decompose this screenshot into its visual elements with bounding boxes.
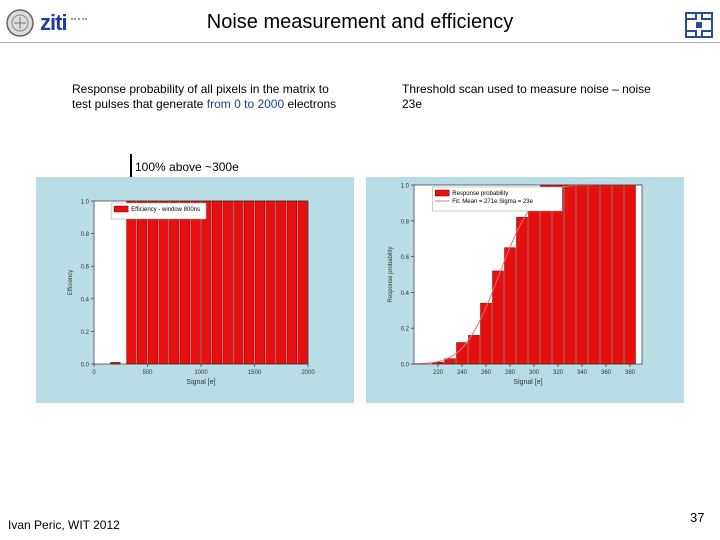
threshold-xtick-label-7: 360 xyxy=(601,370,612,376)
ziti-wordmark: ziti xyxy=(40,10,68,35)
efficiency-ytick-label-1: 0.2 xyxy=(81,330,90,336)
threshold-ytick-label-3: 0.6 xyxy=(401,255,410,261)
threshold-chart: 0.0 0.2 0.4 0.6 0.8 1.0 220 240 260 280 300 320 340 3… xyxy=(388,184,643,386)
threshold-bar-13 xyxy=(588,184,600,365)
threshold-ytick-label-5: 1.0 xyxy=(401,184,410,190)
left-caption-part3: electrons xyxy=(284,97,337,111)
threshold-ylabel: Response probability xyxy=(388,246,394,302)
efficiency-xtick-label-1: 500 xyxy=(142,370,153,376)
efficiency-bar-14 xyxy=(254,200,265,365)
efficiency-ytick-label-0: 0.0 xyxy=(81,363,90,369)
threshold-legend-label-0: Response probability xyxy=(452,191,508,197)
threshold-xtick-label-2: 260 xyxy=(481,370,492,376)
threshold-bar-15 xyxy=(612,184,624,365)
threshold-xtick-label-4: 300 xyxy=(529,370,540,376)
efficiency-legend-label-0: Efficiency - window 800ns xyxy=(131,207,200,213)
efficiency-ytick-label-3: 0.6 xyxy=(81,265,90,271)
efficiency-xtick-label-3: 1500 xyxy=(248,370,262,376)
efficiency-bar-17 xyxy=(286,200,298,365)
threshold-bar-4 xyxy=(480,302,492,365)
threshold-legend-label-1: Fit: Mean = 271e Sigma = 23e xyxy=(452,199,533,205)
left-caption-highlight: from 0 to 2000 xyxy=(206,97,285,111)
institute-logo xyxy=(684,10,714,40)
efficiency-plot-area xyxy=(94,201,308,364)
page-number: 37 xyxy=(690,510,705,525)
threshold-xlabel: Signal [e] xyxy=(513,379,542,386)
threshold-bar-10 xyxy=(552,184,564,365)
threshold-legend-box xyxy=(431,186,563,212)
threshold-bar-8 xyxy=(528,209,540,365)
efficiency-ylabel: Efficiency xyxy=(68,270,74,296)
efficiency-chart-panel: 0.0 0.2 0.4 0.6 0.8 1.0 0 500 1000 1500 2000 Signal… xyxy=(36,177,354,403)
efficiency-legend-box xyxy=(110,202,207,220)
threshold-xtick-label-5: 320 xyxy=(553,370,564,376)
right-caption: Threshold scan used to measure noise – n… xyxy=(402,82,651,111)
efficiency-bar-3 xyxy=(137,200,148,365)
threshold-bar-7 xyxy=(516,216,528,365)
institute-emblem-icon xyxy=(685,12,713,38)
efficiency-bar-13 xyxy=(244,200,255,365)
efficiency-xtick-label-4: 2000 xyxy=(301,370,315,376)
title-divider xyxy=(0,42,720,43)
efficiency-bar-2 xyxy=(126,200,137,365)
threshold-bar-6 xyxy=(504,247,516,365)
efficiency-bar-8 xyxy=(190,200,201,365)
efficiency-bar-15 xyxy=(265,200,276,365)
university-seal-icon xyxy=(6,9,34,37)
threshold-ytick-label-2: 0.4 xyxy=(401,291,410,297)
efficiency-chart: 0.0 0.2 0.4 0.6 0.8 1.0 0 500 1000 1500 2000 Signal… xyxy=(68,200,315,387)
efficiency-xlabel: Signal [e] xyxy=(186,379,215,386)
threshold-xtick-label-0: 220 xyxy=(433,370,444,376)
threshold-bar-12 xyxy=(576,184,588,365)
threshold-xtick-label-6: 340 xyxy=(577,370,588,376)
efficiency-bar-9 xyxy=(201,200,212,365)
threshold-ytick-label-1: 0.2 xyxy=(401,327,410,333)
ziti-logo: ziti xyxy=(5,8,115,38)
efficiency-bar-16 xyxy=(276,200,287,365)
threshold-bar-3 xyxy=(468,335,480,365)
ziti-dots xyxy=(71,18,87,25)
threshold-xtick-label-3: 280 xyxy=(505,370,516,376)
threshold-ytick-label-4: 0.8 xyxy=(401,219,410,225)
efficiency-ytick-label-2: 0.4 xyxy=(81,297,90,303)
efficiency-xtick-label-2: 1000 xyxy=(194,370,208,376)
threshold-xtick-label-1: 240 xyxy=(457,370,468,376)
footer-author: Ivan Peric, WIT 2012 xyxy=(8,518,120,532)
efficiency-bar-18 xyxy=(297,200,308,365)
efficiency-bar-5 xyxy=(158,200,169,365)
annotation-text: 100% above ~300e xyxy=(135,160,239,174)
threshold-chart-panel: 0.0 0.2 0.4 0.6 0.8 1.0 220 240 260 280 300 320 340 3… xyxy=(366,177,684,403)
efficiency-ytick-label-5: 1.0 xyxy=(81,200,90,206)
threshold-bar-14 xyxy=(600,184,612,365)
efficiency-xtick-label-0: 0 xyxy=(92,370,96,376)
threshold-bar-16 xyxy=(624,184,636,365)
left-caption-part1: Response probability of all pixels in th… xyxy=(72,82,329,111)
threshold-xtick-label-8: 380 xyxy=(625,370,636,376)
threshold-legend-swatch-0 xyxy=(434,189,450,197)
efficiency-bar-7 xyxy=(179,200,191,365)
threshold-bar-5 xyxy=(492,270,504,365)
slide-title: Noise measurement and efficiency xyxy=(206,11,514,33)
efficiency-ytick-label-4: 0.8 xyxy=(81,232,90,238)
efficiency-bar-10 xyxy=(211,200,223,365)
threshold-bar-11 xyxy=(564,184,576,365)
efficiency-bar-4 xyxy=(147,200,158,365)
threshold-bar-2 xyxy=(456,342,468,365)
threshold-ytick-label-0: 0.0 xyxy=(401,363,410,369)
efficiency-bar-12 xyxy=(233,200,244,365)
efficiency-legend-swatch-0 xyxy=(113,205,129,213)
left-caption: Response probability of all pixels in th… xyxy=(72,82,337,112)
threshold-bar-9 xyxy=(540,184,552,365)
efficiency-bar-6 xyxy=(169,200,180,365)
threshold-plot-frame xyxy=(413,184,643,365)
efficiency-bar-11 xyxy=(222,200,233,365)
